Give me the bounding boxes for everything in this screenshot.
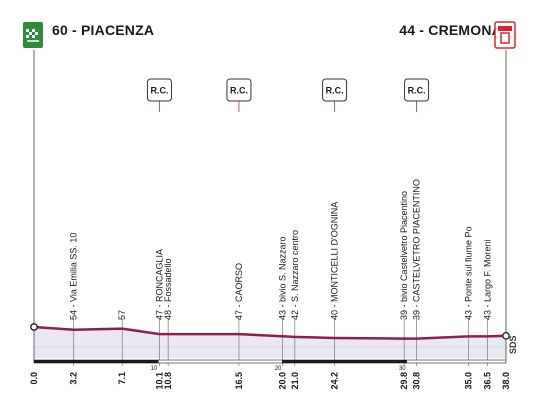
- finish-marker: [502, 331, 510, 340]
- scale-segment: [406, 359, 507, 364]
- start-marker: [30, 323, 38, 331]
- rc-box: [226, 78, 252, 102]
- waypoint-label: 42 - S. Nazzaro centro: [290, 230, 300, 320]
- waypoint-label: 43 - bivio S. Nazzaro: [277, 236, 287, 320]
- scale-tick-label: 20: [275, 366, 282, 372]
- waypoint-label: 40 - MONTICELLI D'OGNINA: [330, 202, 340, 320]
- sds-label: SDS: [508, 335, 518, 354]
- waypoint-label: 39 - CASTELVETRO PIACENTINO: [412, 179, 422, 320]
- waypoint-label: 39 - bivio Castelvetro Piacentino: [399, 191, 409, 320]
- waypoint-label: 48 - Fossadello: [163, 258, 173, 320]
- finish-km: 38.0: [501, 372, 511, 390]
- start-title: 60 - PIACENZA: [52, 22, 155, 38]
- rc-label: R.C.: [326, 86, 344, 96]
- waypoint-label: 43 - Largo F. Moreni: [482, 239, 492, 320]
- rc-box: [404, 78, 430, 102]
- rc-label: R.C.: [408, 86, 426, 96]
- profile-fill: [34, 327, 506, 358]
- scale-segment: [33, 359, 159, 364]
- scale-tick-label: 10: [151, 366, 158, 372]
- scale-segment: [282, 359, 407, 364]
- rc-label: R.C.: [150, 86, 168, 96]
- scale-segment: [157, 359, 283, 364]
- finish-flag-icon: [494, 21, 516, 49]
- waypoint-km: 24.2: [330, 372, 340, 390]
- rc-box: [146, 78, 172, 102]
- waypoint-km: 3.2: [69, 372, 79, 385]
- start-km: 0.0: [29, 372, 39, 385]
- start-flag-icon: [23, 22, 43, 48]
- waypoint-label: 54 - Via Emilia SS. 10: [69, 233, 79, 320]
- waypoint-label: 57: [117, 310, 127, 320]
- scale-tick-label: 30: [399, 366, 406, 372]
- waypoint-km: 16.5: [234, 372, 244, 390]
- waypoint-km: 30.8: [412, 372, 422, 390]
- waypoint-km: 29.8: [399, 372, 409, 390]
- waypoint-label: 43 - Ponte sul fiume Po: [464, 226, 474, 320]
- waypoint-km: 20.0: [277, 372, 287, 390]
- waypoint-km: 21.0: [290, 372, 300, 390]
- waypoint-km: 35.0: [464, 372, 474, 390]
- waypoint-label: 47 - CAORSO: [234, 263, 244, 320]
- profile-line: [33, 325, 507, 340]
- waypoint-km: 36.5: [482, 372, 492, 390]
- waypoint-km: 10.8: [163, 372, 173, 390]
- waypoint-km: 10.1: [155, 372, 165, 390]
- finish-title: 44 - CREMONA: [399, 22, 502, 38]
- waypoint-label: 47 - RONCAGLIA: [155, 249, 165, 320]
- rc-box: [322, 78, 348, 102]
- waypoint-km: 7.1: [117, 372, 127, 385]
- rc-label: R.C.: [230, 86, 248, 96]
